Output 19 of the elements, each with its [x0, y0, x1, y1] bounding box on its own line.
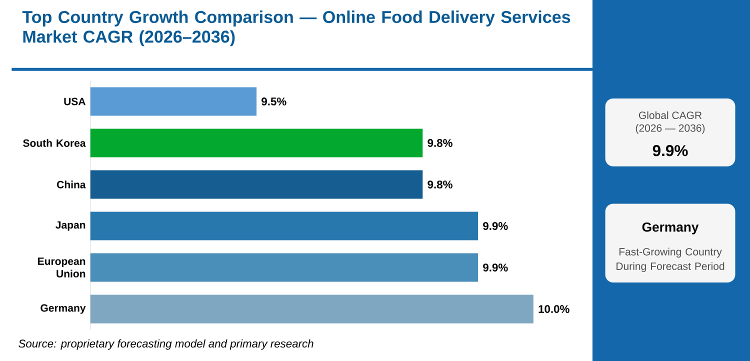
- text: (2026 — 2036): [636, 124, 705, 134]
- data-label: 9.8%: [428, 138, 452, 147]
- text: Germany: [642, 222, 699, 234]
- y-tick-label: South Korea: [23, 138, 86, 147]
- data-label: 10.0%: [538, 304, 570, 313]
- y-tick-label: Japan: [56, 221, 86, 231]
- data-label: 9.8%: [428, 180, 452, 188]
- y-tick-label: China: [57, 180, 86, 188]
- text: 9.9%: [652, 144, 688, 156]
- y-tick-label: USA: [64, 98, 86, 106]
- data-label: 9.9%: [483, 222, 508, 230]
- source-note: Source: proprietary forecasting model and primary research: [18, 339, 314, 350]
- text: Fast-Growing Country During Forecast Period: [616, 248, 724, 272]
- data-label: 9.5%: [262, 97, 286, 106]
- y-tick-label: European Union: [38, 257, 86, 278]
- chart-title: Top Country Growth Comparison — Online Food Delivery Services Market CAGR (2026–2036): [22, 10, 570, 46]
- y-tick-label: Germany: [40, 304, 86, 314]
- text: Global CAGR: [638, 111, 702, 119]
- data-label: 9.9%: [483, 263, 508, 272]
